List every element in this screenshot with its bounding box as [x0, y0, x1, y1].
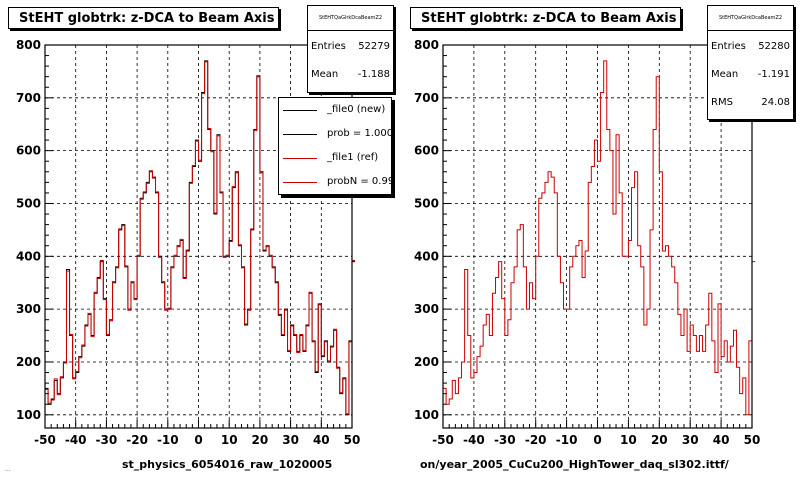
x-tick-label: 0: [593, 433, 601, 447]
stats-label: Entries: [711, 41, 746, 52]
right-file-name: on/year_2005_CuCu200_HighTower_daq_sl302…: [420, 458, 729, 471]
plot-frame: [442, 44, 753, 429]
y-tick-label: 200: [414, 355, 439, 369]
x-tick-label: -40: [65, 433, 87, 447]
stats-histogram-name: StEHTQaGlrkDcaBeamZ2: [308, 6, 393, 31]
legend-label: _file1 (ref): [327, 152, 379, 163]
stats-row-rms: RMS 24.08: [708, 87, 793, 115]
legend-swatch: [283, 134, 317, 135]
x-tick-label: -20: [525, 433, 547, 447]
x-tick-label: -10: [157, 433, 179, 447]
right-histogram-title: StEHT globtrk: z-DCA to Beam Axis: [410, 7, 681, 29]
x-tick-label: 10: [221, 433, 238, 447]
left-file-name: st_physics_6054016_raw_1020005: [122, 458, 333, 471]
stats-label: Mean: [711, 69, 739, 80]
x-tick-label: 50: [344, 433, 361, 447]
y-tick-label: 200: [16, 355, 41, 369]
x-tick-label: 50: [744, 433, 761, 447]
x-tick-label: 20: [252, 433, 269, 447]
y-tick-label: 400: [414, 249, 439, 263]
y-tick-label: 600: [414, 144, 439, 158]
x-tick-label: -40: [463, 433, 485, 447]
x-tick-label: -30: [494, 433, 516, 447]
stats-histogram-name: StEHTQaGlrkDcaBeamZ2: [708, 6, 793, 31]
y-tick-label: 300: [16, 302, 41, 316]
x-tick-label: -50: [432, 433, 454, 447]
y-tick-label: 500: [414, 196, 439, 210]
legend-label: _file0 (new): [327, 104, 386, 115]
y-tick-label: 300: [414, 302, 439, 316]
y-tick-label: 100: [16, 408, 41, 422]
x-tick-label: 10: [620, 433, 637, 447]
left-stats-box: StEHTQaGlrkDcaBeamZ2 Entries 52279 Mean …: [307, 5, 394, 93]
legend-entry: probN = 0.99999: [279, 170, 391, 194]
x-tick-label: -50: [34, 433, 56, 447]
x-tick-label: 30: [682, 433, 699, 447]
stats-value: -1.188: [357, 69, 390, 80]
plot-frame: [44, 44, 353, 429]
bottom-tiny-text: ...: [5, 466, 11, 473]
legend-swatch: [283, 110, 317, 111]
x-tick-label: -20: [126, 433, 148, 447]
legend-entry: _file0 (new): [279, 98, 391, 122]
y-tick-label: 800: [16, 38, 41, 52]
left-histogram-title: StEHT globtrk: z-DCA to Beam Axis: [8, 7, 279, 29]
stats-value: 52279: [358, 41, 390, 52]
legend-label: prob = 1.000000: [327, 128, 391, 139]
x-tick-label: -10: [556, 433, 578, 447]
y-tick-label: 500: [16, 196, 41, 210]
stats-row-mean: Mean -1.188: [308, 59, 393, 87]
x-tick-label: 20: [651, 433, 668, 447]
stats-label: RMS: [711, 97, 733, 108]
legend-swatch: [283, 158, 317, 159]
y-tick-label: 400: [16, 249, 41, 263]
left-legend: _file0 (new) prob = 1.000000 _file1 (ref…: [278, 97, 392, 195]
x-tick-label: 40: [313, 433, 330, 447]
stats-label: Mean: [311, 69, 339, 80]
stats-row-entries: Entries 52280: [708, 31, 793, 59]
x-tick-label: 30: [282, 433, 299, 447]
y-tick-label: 700: [414, 91, 439, 105]
histogram-series-line: [44, 61, 356, 428]
y-tick-label: 100: [414, 408, 439, 422]
stats-value: 24.08: [761, 97, 790, 108]
legend-entry: prob = 1.000000: [279, 122, 391, 146]
y-tick-label: 700: [16, 91, 41, 105]
y-tick-label: 800: [414, 38, 439, 52]
x-tick-label: -30: [96, 433, 118, 447]
stats-label: Entries: [311, 41, 346, 52]
x-tick-label: 0: [194, 433, 202, 447]
histogram-series-line: [442, 60, 756, 428]
legend-label: probN = 0.99999: [327, 176, 391, 187]
stats-value: -1.191: [757, 69, 790, 80]
stats-row-entries: Entries 52279: [308, 31, 393, 59]
legend-swatch: [283, 182, 317, 183]
stats-value: 52280: [758, 41, 790, 52]
x-tick-label: 40: [713, 433, 730, 447]
stats-row-mean: Mean -1.191: [708, 59, 793, 87]
y-tick-label: 600: [16, 144, 41, 158]
right-stats-box: StEHTQaGlrkDcaBeamZ2 Entries 52280 Mean …: [707, 5, 794, 120]
legend-entry: _file1 (ref): [279, 146, 391, 170]
right-histogram: -50 -40 -30 -20 -10 0 10 20 30 40 50 100 200 300 400 50…: [414, 38, 760, 447]
